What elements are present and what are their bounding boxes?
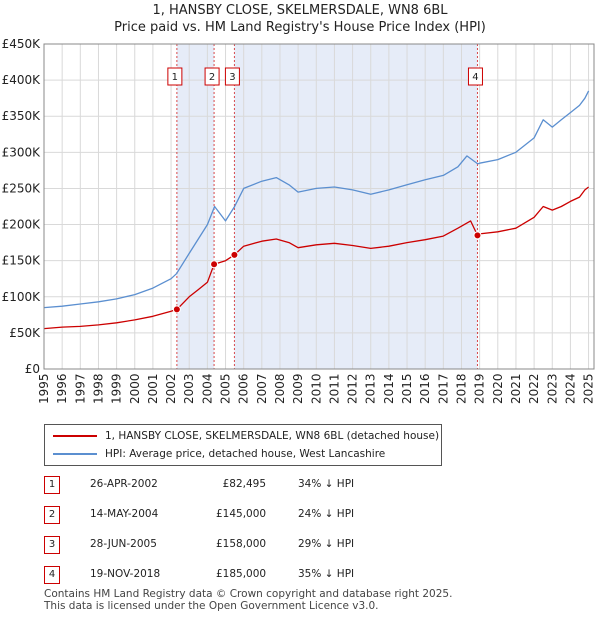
x-tick-label: 2010: [309, 373, 323, 404]
transaction-price: £158,000: [216, 538, 267, 550]
sale-marker-box: [224, 67, 240, 86]
sale-marker-box: [167, 67, 183, 86]
x-tick-label: 1996: [55, 373, 69, 404]
y-tick-label: £100K: [2, 290, 42, 304]
footer-line-1: Contains HM Land Registry data © Crown c…: [44, 588, 453, 600]
transaction-date: 14-MAY-2004: [90, 508, 159, 520]
ownership-shade: [176, 44, 215, 369]
chart-title: 1, HANSBY CLOSE, SKELMERSDALE, WN8 6BL P…: [0, 2, 600, 36]
x-tick-label: 2022: [527, 373, 541, 404]
sale-marker-label: 2: [209, 72, 215, 83]
x-tick-label: 2025: [582, 373, 596, 404]
transaction-date: 19-NOV-2018: [90, 568, 161, 580]
x-tick-label: 2023: [545, 373, 559, 404]
table-row: 1 26-APR-2002 £82,495 34% ↓ HPI: [40, 476, 460, 496]
transaction-date: 26-APR-2002: [90, 478, 158, 490]
transaction-badge: 4: [44, 566, 60, 584]
y-tick-label: £0: [25, 362, 40, 376]
y-tick-label: £200K: [2, 218, 42, 232]
x-tick-label: 2004: [200, 373, 214, 404]
transaction-price: £145,000: [216, 508, 267, 520]
plot-border: [43, 43, 595, 370]
legend-item-hpi: HPI: Average price, detached house, West…: [53, 446, 385, 462]
sale-point: [230, 250, 239, 259]
sale-point: [473, 231, 482, 240]
legend-label-property: 1, HANSBY CLOSE, SKELMERSDALE, WN8 6BL (…: [105, 430, 440, 442]
legend: 1, HANSBY CLOSE, SKELMERSDALE, WN8 6BL (…: [44, 424, 442, 466]
transaction-hpi: 34% ↓ HPI: [298, 478, 355, 490]
transaction-hpi: 24% ↓ HPI: [298, 508, 355, 520]
x-tick-label: 2005: [219, 373, 233, 404]
x-tick-label: 2017: [436, 373, 450, 404]
table-row: 2 14-MAY-2004 £145,000 24% ↓ HPI: [40, 506, 460, 526]
property-series-line: [43, 186, 590, 330]
x-tick-label: 1999: [110, 373, 124, 404]
footer-line-2: This data is licensed under the Open Gov…: [44, 600, 379, 612]
x-tick-label: 2019: [473, 373, 487, 404]
x-tick-label: 2007: [255, 373, 269, 404]
x-tick-label: 2012: [346, 373, 360, 404]
transaction-badge: 2: [44, 506, 60, 524]
table-row: 4 19-NOV-2018 £185,000 35% ↓ HPI: [40, 566, 460, 586]
sale-marker-label: 3: [229, 72, 235, 83]
y-tick-label: £450K: [2, 37, 42, 51]
hpi-series-line: [43, 90, 590, 309]
transaction-date: 28-JUN-2005: [90, 538, 157, 550]
sale-marker-label: 1: [172, 72, 178, 83]
transaction-hpi: 29% ↓ HPI: [298, 538, 355, 550]
title-line-2: Price paid vs. HM Land Registry's House …: [114, 20, 486, 35]
sale-point: [210, 260, 219, 269]
x-tick-label: 2024: [563, 373, 577, 404]
x-tick-label: 2009: [291, 373, 305, 404]
sale-point: [172, 305, 181, 314]
x-tick-label: 1995: [37, 373, 51, 404]
y-tick-label: £50K: [9, 326, 41, 340]
y-tick-label: £150K: [2, 254, 42, 268]
x-tick-label: 2006: [237, 373, 251, 404]
transaction-hpi: 35% ↓ HPI: [298, 568, 355, 580]
price-chart: £0 £50K £100K £150K £200K £250K £300K £350K £400…: [2, 37, 596, 404]
ownership-shade: [234, 44, 478, 369]
y-tick-label: £350K: [2, 109, 42, 123]
x-tick-label: 2001: [146, 373, 160, 404]
x-tick-label: 2011: [327, 373, 341, 404]
sale-marker-box: [467, 67, 483, 86]
x-tick-label: 2013: [364, 373, 378, 404]
x-tick-label: 2000: [128, 373, 142, 404]
legend-item-property: 1, HANSBY CLOSE, SKELMERSDALE, WN8 6BL (…: [53, 428, 439, 444]
sale-marker-box: [204, 67, 220, 86]
transaction-price: £185,000: [216, 568, 267, 580]
title-line-1: 1, HANSBY CLOSE, SKELMERSDALE, WN8 6BL: [152, 3, 448, 18]
x-tick-label: 2014: [382, 373, 396, 404]
y-tick-label: £250K: [2, 181, 42, 195]
y-tick-label: £400K: [2, 73, 42, 87]
table-row: 3 28-JUN-2005 £158,000 29% ↓ HPI: [40, 536, 460, 556]
footer: Contains HM Land Registry data © Crown c…: [44, 588, 452, 612]
x-tick-label: 2015: [400, 373, 414, 404]
x-tick-label: 2008: [273, 373, 287, 404]
legend-swatch-red: [53, 435, 97, 437]
transaction-price: £82,495: [222, 478, 266, 490]
sale-marker-label: 4: [472, 72, 478, 83]
legend-swatch-blue: [53, 453, 97, 455]
x-tick-label: 1998: [91, 373, 105, 404]
y-tick-label: £300K: [2, 145, 42, 159]
x-tick-label: 2003: [182, 373, 196, 404]
x-tick-label: 2018: [454, 373, 468, 404]
x-tick-label: 2020: [491, 373, 505, 404]
x-tick-label: 2002: [164, 373, 178, 404]
x-tick-label: 2021: [509, 373, 523, 404]
transaction-badge: 1: [44, 476, 60, 494]
x-tick-label: 2016: [418, 373, 432, 404]
transaction-badge: 3: [44, 536, 60, 554]
legend-label-hpi: HPI: Average price, detached house, West…: [105, 448, 386, 460]
x-tick-label: 1997: [73, 373, 87, 404]
